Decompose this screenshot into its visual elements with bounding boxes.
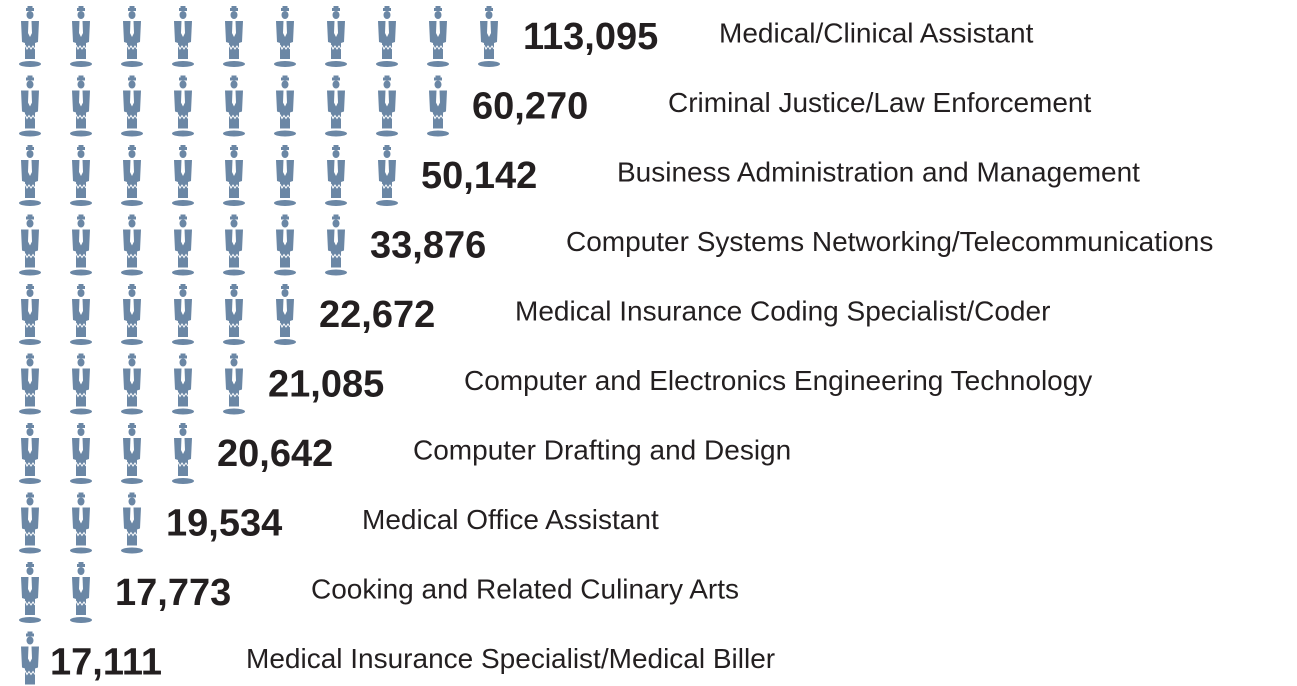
person-icon (121, 214, 143, 276)
person-icon (19, 145, 41, 206)
value-label: 17,773 (115, 572, 231, 614)
person-icon (70, 214, 92, 276)
person-icon (70, 75, 92, 137)
person-icon (274, 284, 296, 345)
person-icon (325, 75, 347, 137)
category-label: Business Administration and Management (617, 156, 1140, 187)
category-label: Computer Drafting and Design (413, 434, 791, 465)
person-icon (325, 214, 347, 276)
person-icon (19, 423, 41, 484)
person-icon (223, 145, 245, 206)
person-icon (274, 214, 296, 276)
person-icon (70, 284, 92, 345)
person-icon (121, 353, 143, 415)
person-icon (70, 6, 92, 67)
category-label: Medical Office Assistant (362, 504, 659, 535)
category-label: Medical Insurance Coding Specialist/Code… (515, 295, 1050, 326)
value-label: 22,672 (319, 294, 435, 336)
person-icon (376, 145, 398, 206)
person-icon (172, 214, 194, 276)
person-icon (19, 284, 41, 345)
person-icon (70, 353, 92, 415)
person-icon (274, 145, 296, 206)
person-icon (70, 423, 92, 484)
person-icon (121, 492, 143, 554)
person-icon (427, 6, 449, 67)
person-icon (121, 423, 143, 484)
category-label: Cooking and Related Culinary Arts (311, 573, 739, 604)
person-icon (376, 6, 398, 67)
person-icon (223, 353, 245, 415)
value-label: 17,111 (50, 642, 162, 684)
category-label: Computer Systems Networking/Telecommunic… (566, 226, 1213, 257)
person-icon (21, 631, 39, 685)
person-icon (19, 353, 41, 415)
person-icon (121, 284, 143, 345)
person-icon (19, 75, 41, 137)
person-icon (121, 6, 143, 67)
person-icon (172, 75, 194, 137)
person-icon (223, 75, 245, 137)
person-icon (325, 6, 347, 67)
person-icon (376, 75, 398, 137)
person-icon (172, 6, 194, 67)
value-label: 19,534 (166, 503, 282, 545)
person-icon (172, 145, 194, 206)
person-icon (172, 284, 194, 345)
person-icon (478, 6, 500, 67)
value-label: 20,642 (217, 433, 333, 475)
person-icon (223, 214, 245, 276)
person-icon (274, 75, 296, 137)
person-icon (427, 75, 449, 137)
person-icon (19, 562, 41, 623)
person-icon (223, 6, 245, 67)
category-label: Medical Insurance Specialist/Medical Bil… (246, 643, 775, 674)
person-icon (274, 6, 296, 67)
category-label: Medical/Clinical Assistant (719, 17, 1034, 48)
person-icon (172, 423, 194, 484)
value-label: 33,876 (370, 225, 486, 267)
value-label: 21,085 (268, 364, 384, 406)
value-label: 113,095 (523, 16, 658, 58)
person-icon (19, 214, 41, 276)
category-label: Computer and Electronics Engineering Tec… (464, 365, 1092, 396)
person-icon (121, 145, 143, 206)
value-label: 50,142 (421, 155, 537, 197)
category-label: Criminal Justice/Law Enforcement (668, 87, 1091, 118)
person-icon (70, 145, 92, 206)
person-icon (70, 562, 92, 623)
person-icon (325, 145, 347, 206)
value-label: 60,270 (472, 86, 588, 128)
person-icon (121, 75, 143, 137)
person-icon (70, 492, 92, 554)
person-icon (223, 284, 245, 345)
person-icon (19, 492, 41, 554)
person-icon (172, 353, 194, 415)
person-icon (19, 6, 41, 67)
